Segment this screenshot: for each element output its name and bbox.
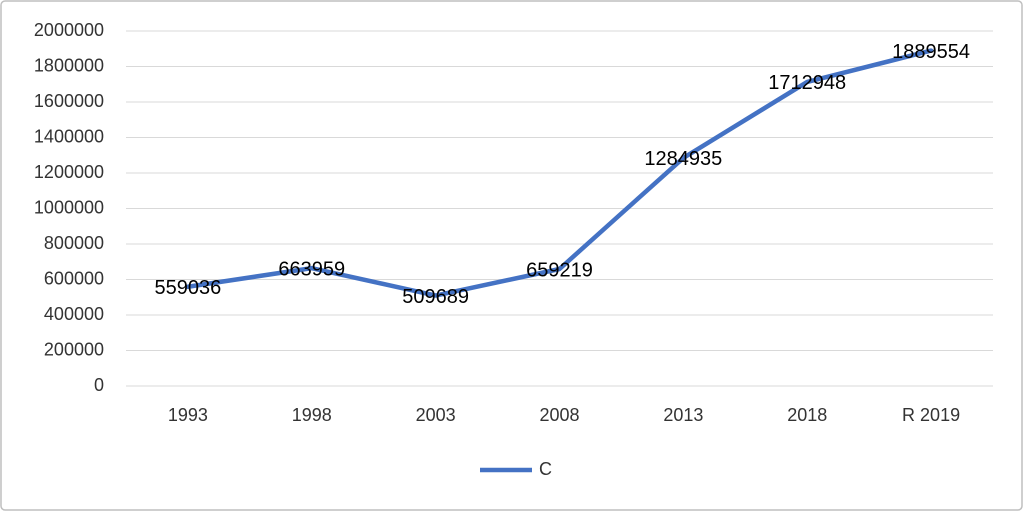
x-tick-label: 2003 [416,405,456,425]
y-tick-label: 400000 [44,304,104,324]
x-tick-label: R 2019 [902,405,960,425]
x-tick-label: 2008 [539,405,579,425]
y-tick-label: 1200000 [34,162,104,182]
data-label: 1712948 [768,72,846,94]
y-tick-label: 800000 [44,233,104,253]
data-label: 559036 [155,277,222,299]
y-tick-label: 1400000 [34,126,104,146]
line-series [185,48,934,298]
x-tick-label: 1998 [292,405,332,425]
y-tick-label: 1800000 [34,55,104,75]
y-tick-label: 600000 [44,268,104,288]
data-label: 659219 [526,259,593,281]
y-tick-label: 1000000 [34,197,104,217]
x-tick-label: 1993 [168,405,208,425]
legend-label: C [539,459,552,479]
x-tick-label: 2013 [663,405,703,425]
data-label: 1284935 [644,148,722,170]
data-label: 663959 [278,258,345,280]
y-tick-label: 2000000 [34,20,104,40]
y-tick-label: 0 [94,375,104,395]
data-label: 509689 [402,286,469,308]
x-tick-label: 2018 [787,405,827,425]
y-tick-label: 200000 [44,339,104,359]
data-label: 1889554 [892,41,970,63]
y-tick-label: 1600000 [34,91,104,111]
